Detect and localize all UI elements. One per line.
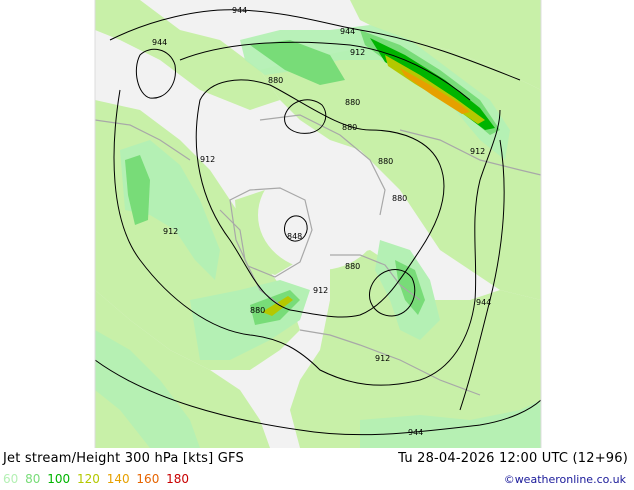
contour-944-outer [94, 359, 542, 436]
contour-labels: 944 944 944 944 944 912 912 912 912 912 … [152, 6, 491, 437]
contour-944-east [459, 139, 505, 411]
contour-880-loop-north [284, 99, 327, 134]
contour-944-loop [135, 48, 176, 99]
jet-band-southwest [95, 330, 200, 448]
arctic-ocean [258, 160, 382, 270]
land-asia-top [95, 0, 280, 110]
jet-band-southeast [360, 400, 541, 448]
jet-band-northeast-core [250, 40, 345, 85]
contour-label: 880 [392, 194, 407, 203]
credit-link[interactable]: ©weatheronline.co.uk [503, 473, 626, 486]
jet-band-asia-peak [400, 68, 470, 114]
jet-band-west-core [125, 155, 150, 225]
legend-item-60: 60 [3, 472, 19, 486]
contour-label: 912 [163, 227, 178, 236]
map-title: Jet stream/Height 300 hPa [kts] GFS [3, 451, 244, 466]
contour-label: 880 [342, 123, 357, 132]
contour-label: 944 [476, 298, 491, 307]
contour-label: 880 [345, 262, 360, 271]
speed-legend: 60 80 100 120 140 160 180 [3, 472, 192, 486]
height-contours [94, 9, 542, 436]
legend-item-100: 100 [47, 472, 71, 486]
contour-label: 880 [250, 306, 265, 315]
contour-912 [113, 89, 501, 386]
contour-848 [284, 215, 308, 242]
jet-band-south-max [262, 296, 293, 316]
weather-map: 944 944 944 944 944 912 912 912 912 912 … [94, 0, 542, 448]
contour-912-top [179, 41, 471, 101]
contour-880 [195, 79, 445, 318]
land-europe [290, 250, 541, 448]
coastlines [94, 114, 542, 396]
contour-label: 912 [313, 286, 328, 295]
jet-band-east-core [395, 260, 425, 315]
contour-label: 944 [340, 27, 355, 36]
contour-label: 848 [287, 232, 302, 241]
contour-label: 944 [152, 38, 167, 47]
contour-label: 880 [378, 157, 393, 166]
contour-label: 880 [268, 76, 283, 85]
valid-time: Tu 28-04-2026 12:00 UTC (12+96) [398, 451, 628, 466]
contour-label: 944 [232, 6, 247, 15]
legend-item-140: 140 [106, 472, 130, 486]
legend-item-120: 120 [76, 472, 100, 486]
contour-label: 944 [408, 428, 423, 437]
land-siberia-top [350, 0, 541, 90]
contour-944-top [109, 9, 521, 81]
contour-label: 912 [375, 354, 390, 363]
legend-item-80: 80 [25, 472, 41, 486]
legend-item-160: 160 [136, 472, 160, 486]
contour-label: 912 [200, 155, 215, 164]
contour-label: 912 [350, 48, 365, 57]
contour-label: 880 [345, 98, 360, 107]
contour-label: 912 [470, 147, 485, 156]
contour-880-loop-east [369, 269, 416, 317]
legend-item-180: 180 [166, 472, 190, 486]
